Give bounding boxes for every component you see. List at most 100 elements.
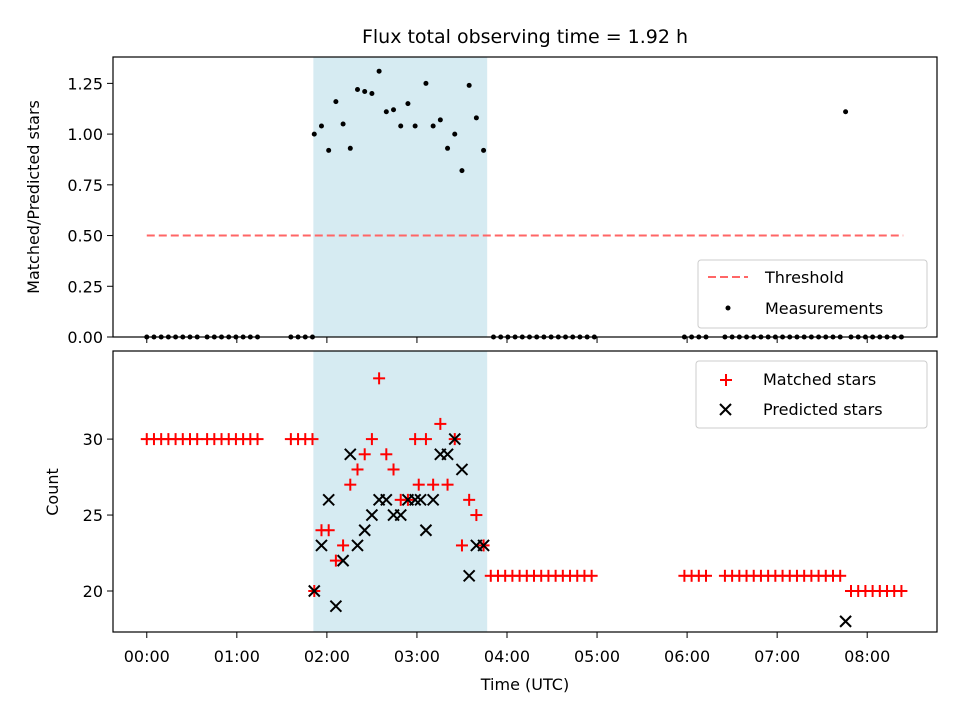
top-legend-box	[697, 259, 928, 329]
top-legend: Threshold Measurements	[697, 259, 928, 329]
matched-star-point	[441, 478, 454, 491]
y-tick-label: 0.25	[67, 277, 103, 296]
x-tick-label: 08:00	[844, 647, 890, 666]
matched-star-point	[329, 554, 342, 567]
measurement-point	[459, 168, 465, 174]
predicted-star-point	[448, 432, 461, 446]
matched-star-point	[322, 524, 335, 537]
matched-star-point	[834, 569, 847, 582]
matched-star-point	[409, 433, 422, 446]
measurement-point	[430, 123, 436, 129]
top-y-axis-label: Matched/Predicted stars	[24, 100, 43, 294]
top-panel-frame	[112, 56, 938, 338]
matched-star-point	[455, 539, 468, 552]
matched-star-point	[700, 569, 713, 582]
matched-star-points	[140, 372, 908, 597]
predicted-star-point	[441, 448, 454, 461]
x-tick-label: 01:00	[214, 647, 260, 666]
x-tick-label: 03:00	[394, 647, 440, 666]
measurement-point	[412, 123, 418, 129]
predicted-star-point	[365, 508, 379, 522]
measurement-point	[383, 109, 389, 115]
predicted-star-point	[408, 493, 422, 507]
measurement-point	[398, 123, 404, 129]
measurement-point	[473, 115, 479, 121]
y-tick-label: 30	[83, 430, 103, 449]
matched-star-point	[344, 478, 357, 491]
bottom-legend-box	[695, 360, 928, 429]
matched-star-point	[585, 569, 598, 582]
matched-star-point	[306, 433, 319, 446]
measurement-points	[144, 68, 904, 340]
y-tick-label: 1.25	[67, 74, 103, 93]
bottom-y-axis: 20 25 30	[83, 430, 113, 601]
chart-title: Flux total observing time = 1.92 h	[362, 26, 688, 48]
bottom-highlight-span	[313, 351, 488, 632]
measurement-point	[452, 131, 458, 137]
matched-star-point	[373, 372, 386, 385]
top-highlight-span	[313, 57, 488, 337]
legend-measurements-swatch	[725, 305, 731, 311]
measurement-point	[481, 147, 487, 153]
measurement-point	[466, 82, 472, 88]
predicted-star-point	[308, 584, 321, 598]
x-tick-label: 00:00	[124, 647, 170, 666]
matched-star-point	[387, 463, 400, 476]
measurement-point	[326, 147, 332, 153]
predicted-star-point	[462, 569, 476, 583]
predicted-star-point	[380, 493, 393, 507]
measurement-point	[843, 109, 849, 115]
matched-star-point	[251, 433, 264, 446]
predicted-star-point	[426, 493, 440, 507]
matched-star-point	[463, 493, 476, 506]
predicted-star-point	[839, 615, 852, 628]
y-tick-label: 0.00	[67, 328, 103, 347]
measurement-point	[318, 123, 324, 129]
predicted-star-point	[315, 539, 328, 552]
matched-star-point	[358, 448, 371, 461]
measurement-point	[333, 99, 339, 105]
matched-star-point	[434, 417, 447, 430]
legend-predicted-label: Predicted stars	[763, 400, 883, 419]
top-panel: 0.00 0.25 0.50 0.75 1.00 1.25 Matched/Predict…	[24, 56, 938, 347]
y-tick-label: 20	[83, 582, 103, 601]
bottom-panel: 20 25 30 00:00 01:00 02:00 03:00 04:00 05:00 06:…	[43, 350, 938, 694]
x-tick-label: 02:00	[304, 647, 350, 666]
matched-star-point	[351, 463, 364, 476]
matched-star-point	[427, 478, 440, 491]
bottom-x-axis: 00:00 01:00 02:00 03:00 04:00 05:00 06:00 07:00…	[124, 632, 890, 666]
measurement-point	[354, 86, 360, 92]
predicted-star-points	[308, 432, 852, 628]
measurement-point	[376, 68, 382, 74]
legend-measurements-label: Measurements	[765, 299, 883, 318]
x-axis-label: Time (UTC)	[480, 675, 569, 694]
x-tick-label: 07:00	[754, 647, 800, 666]
matched-star-point	[412, 478, 425, 491]
measurement-point	[445, 145, 451, 151]
legend-matched-label: Matched stars	[763, 370, 876, 389]
predicted-star-point	[419, 524, 433, 537]
measurement-point	[340, 121, 346, 127]
predicted-star-point	[358, 524, 371, 537]
measurement-point	[369, 91, 375, 97]
legend-matched-swatch	[720, 374, 732, 386]
predicted-star-point	[455, 463, 469, 476]
bottom-legend: Matched stars Predicted stars	[695, 360, 928, 429]
matched-star-point	[470, 509, 483, 522]
y-tick-label: 0.75	[67, 176, 103, 195]
legend-threshold-label: Threshold	[764, 268, 844, 287]
y-tick-label: 0.50	[67, 227, 103, 246]
predicted-star-point	[477, 539, 490, 552]
matched-star-point	[895, 584, 908, 597]
bottom-panel-frame	[112, 350, 938, 633]
measurement-point	[437, 117, 443, 123]
predicted-star-point	[336, 554, 350, 567]
matched-star-point	[419, 433, 432, 446]
bottom-y-axis-label: Count	[43, 468, 62, 516]
x-tick-label: 04:00	[484, 647, 530, 666]
matched-star-point	[365, 433, 378, 446]
predicted-star-point	[394, 508, 407, 522]
x-tick-label: 05:00	[574, 647, 620, 666]
top-y-axis: 0.00 0.25 0.50 0.75 1.00 1.25	[67, 74, 113, 347]
